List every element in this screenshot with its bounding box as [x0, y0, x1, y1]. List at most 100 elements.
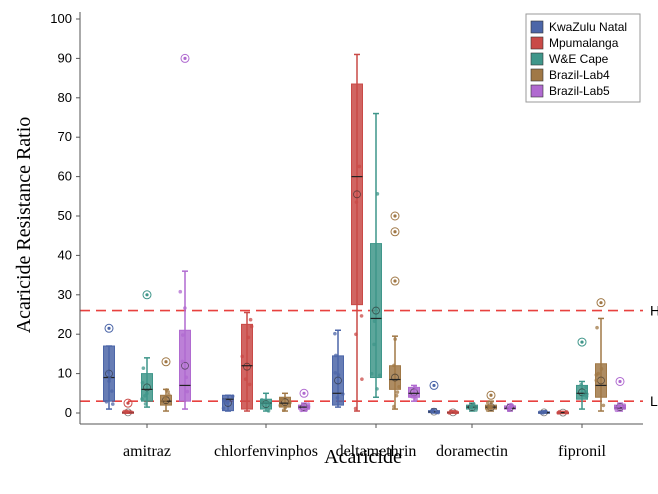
data-point [601, 403, 606, 408]
outlier-point [180, 53, 190, 63]
data-point [166, 390, 171, 394]
data-point [543, 409, 548, 414]
data-point [140, 380, 145, 385]
outlier-point-dot [126, 401, 130, 405]
data-point [260, 402, 264, 406]
data-point [489, 405, 493, 409]
reference-lines: HL [80, 303, 658, 409]
data-point [372, 342, 376, 347]
legend-swatch [530, 68, 544, 82]
data-point [334, 353, 338, 358]
data-point [249, 324, 254, 329]
outlier-point [161, 357, 171, 367]
data-point [143, 393, 147, 398]
outlier-point [123, 398, 133, 408]
data-point [185, 389, 190, 394]
data-point [306, 404, 311, 409]
data-point [594, 378, 599, 383]
outlier-point-dot [145, 293, 149, 297]
y-tick-label: 30 [58, 287, 72, 302]
mean-marker [181, 361, 189, 370]
data-point [145, 391, 149, 396]
data-point [582, 393, 586, 398]
data-point [178, 289, 183, 294]
data-point [243, 377, 248, 381]
data-point [474, 404, 478, 409]
data-point [104, 399, 109, 404]
outlier-point-dot [580, 340, 584, 344]
y-tick-label: 20 [58, 326, 72, 341]
data-point [447, 411, 452, 415]
mean-marker [372, 306, 380, 315]
y-tick-label: 80 [58, 90, 72, 105]
legend-label: Brazil-Lab4 [549, 68, 610, 82]
outlier-point-dot [183, 56, 187, 61]
data-point [106, 370, 110, 374]
data-point [304, 408, 309, 412]
data-point [107, 376, 112, 380]
outlier-point-dot [164, 360, 168, 364]
x-axis-title: Acaricide [324, 446, 402, 468]
data-point [141, 366, 146, 370]
data-point [180, 359, 185, 364]
data-point [507, 408, 511, 413]
reference-line-label: L [650, 393, 658, 409]
data-point [471, 402, 476, 406]
data-point [375, 387, 379, 391]
legend-swatch [530, 52, 544, 66]
data-point [335, 396, 340, 400]
data-point [564, 410, 569, 414]
x-tick-label: chlorfenvinphos [214, 443, 318, 460]
mean-marker [334, 376, 342, 385]
data-point [392, 404, 396, 409]
data-point [143, 402, 148, 406]
data-point [353, 406, 358, 411]
data-point [266, 409, 271, 413]
data-point [583, 389, 588, 394]
data-point [180, 333, 185, 337]
data-point [247, 382, 252, 387]
data-point [429, 409, 434, 413]
legend-label: Mpumalanga [549, 36, 619, 50]
outlier-point [429, 380, 439, 390]
y-tick-label: 70 [58, 129, 72, 144]
series-brazil-lab5 [178, 53, 627, 413]
y-tick-label: 10 [58, 366, 72, 381]
data-point [278, 403, 283, 408]
outlier-point [390, 211, 400, 221]
outlier-point-dot [432, 383, 436, 388]
data-point [614, 405, 618, 410]
outlier-point [390, 276, 400, 286]
outlier-point [596, 298, 606, 308]
box [141, 373, 153, 402]
data-point [110, 402, 115, 406]
x-tick-label: doramectin [436, 443, 508, 460]
outlier-point-dot [618, 379, 622, 384]
data-point [341, 392, 345, 396]
data-point [110, 389, 114, 393]
outlier-point [577, 337, 587, 347]
data-point [122, 409, 127, 414]
legend-swatch [530, 36, 544, 50]
data-point [508, 405, 513, 410]
data-point [489, 400, 494, 405]
x-tick-label: deltamethrin [336, 443, 417, 460]
data-point [579, 382, 583, 387]
box [179, 329, 191, 402]
outlier-point-dot [393, 230, 397, 234]
data-point [584, 385, 588, 390]
data-point [408, 394, 413, 398]
box [351, 83, 363, 306]
box [370, 243, 382, 379]
data-point [538, 410, 542, 414]
data-point [474, 408, 478, 412]
data-point [167, 392, 171, 397]
box [332, 355, 344, 406]
box [103, 345, 115, 402]
data-point [226, 400, 230, 404]
data-point [354, 332, 358, 337]
data-point [260, 398, 264, 402]
data-point [393, 337, 397, 341]
x-tick-label: fipronil [558, 443, 607, 460]
data-point [283, 405, 288, 410]
